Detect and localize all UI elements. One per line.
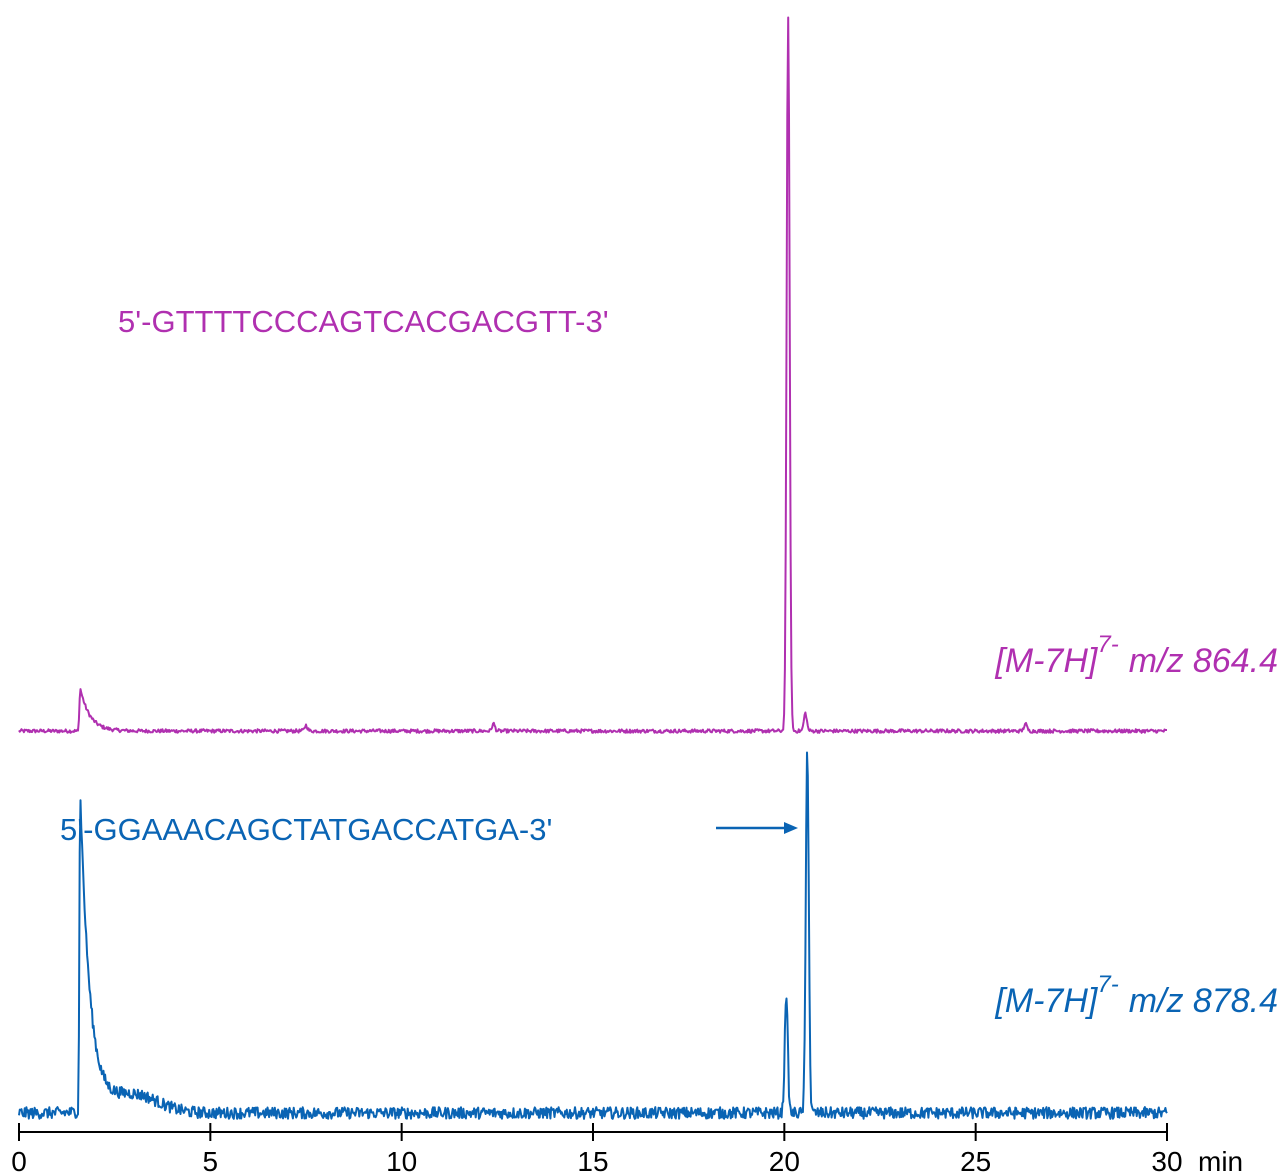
sequence-label-top: 5'-GTTTTCCCAGTCACGACGTT-3' [118,304,609,339]
x-tick-label: 25 [960,1146,991,1176]
ion-charge-top: 7- [1097,631,1118,658]
ion-formula-top: [M-7H] [994,642,1099,680]
x-tick-label: 10 [386,1146,417,1176]
ion-formula-bottom: [M-7H] [994,982,1099,1020]
ion-charge-bottom: 7- [1097,971,1118,998]
ion-label-top: [M-7H]7- m/z 864.4 [994,631,1278,680]
ion-mz-top: m/z 864.4 [1129,642,1278,680]
x-tick-label: 15 [577,1146,608,1176]
x-tick-label: 30 [1151,1146,1182,1176]
arrow-to-peak [716,822,798,834]
traces-group [18,16,1168,1120]
sequence-label-bottom: 5'-GGAAACAGCTATGACCATGA-3' [60,812,552,847]
ion-label-bottom: [M-7H]7- m/z 878.4 [994,971,1278,1020]
x-tick-label: 0 [11,1146,27,1176]
trace-line-bottom [18,751,1168,1120]
x-tick-label: 5 [203,1146,219,1176]
x-axis-unit: min [1198,1146,1243,1176]
x-axis: 0 5 10 15 20 25 30 min [11,1123,1243,1176]
trace-line-top [18,16,1168,734]
ion-mz-bottom: m/z 878.4 [1129,982,1278,1020]
x-tick-label: 20 [769,1146,800,1176]
